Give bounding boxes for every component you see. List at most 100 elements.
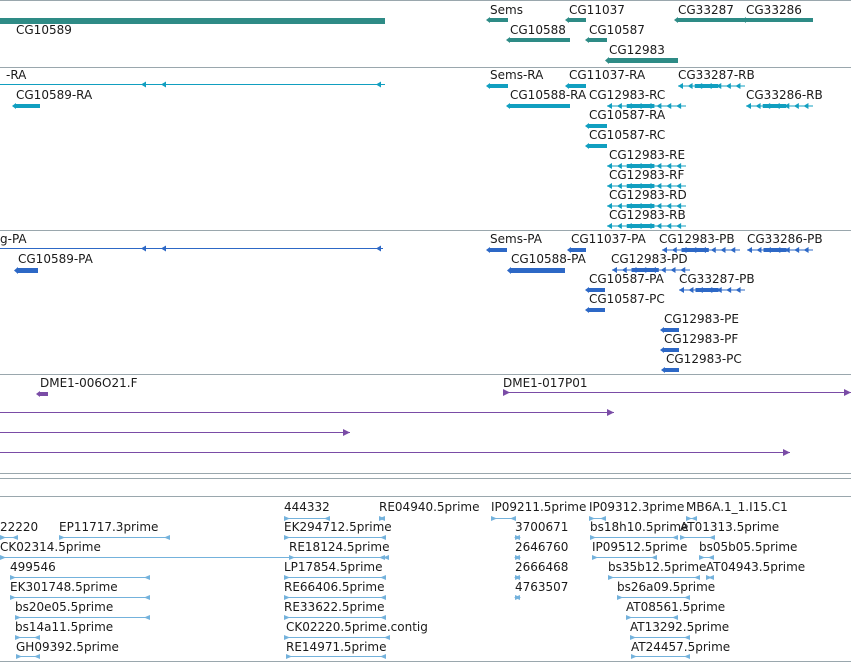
transcripts-feature-glyph[interactable] (486, 83, 508, 89)
clones-feature-glyph[interactable] (503, 389, 851, 396)
proteins-feature-glyph[interactable] (14, 267, 38, 274)
ests-feature-label[interactable]: IP09512.5prime (592, 540, 688, 554)
genes-feature-label[interactable]: CG10589 (16, 23, 72, 37)
ests-feature-glyph[interactable] (16, 654, 40, 659)
ests-feature-label[interactable]: 22220 (0, 520, 39, 534)
proteins-feature-glyph[interactable] (585, 307, 605, 313)
proteins-feature-label[interactable]: CG33287-PB (679, 272, 755, 286)
genes-feature-label[interactable]: CG10588 (510, 23, 566, 37)
proteins-feature-label[interactable]: CG10587-PC (589, 292, 665, 306)
transcripts-feature-label[interactable]: CG10587-RC (589, 128, 666, 142)
transcripts-feature-glyph[interactable] (0, 81, 385, 88)
ests-feature-label[interactable]: EK294712.5prime (284, 520, 392, 534)
transcripts-feature-label[interactable]: CG12983-RF (609, 168, 685, 182)
ests-feature-label[interactable]: 4763507 (515, 580, 569, 594)
ests-feature-label[interactable]: 3700671 (515, 520, 569, 534)
transcripts-feature-label[interactable]: CG33286-RB (746, 88, 823, 102)
proteins-feature-label[interactable]: Sems-PA (490, 232, 542, 246)
transcripts-feature-glyph[interactable] (12, 103, 40, 109)
ests-feature-label[interactable]: LP17854.5prime (284, 560, 383, 574)
ests-feature-label[interactable]: 499546 (10, 560, 56, 574)
proteins-feature-label[interactable]: CG10589-PA (18, 252, 93, 266)
transcripts-feature-label[interactable]: CG33287-RB (678, 68, 755, 82)
transcripts-feature-label[interactable]: CG12983-RC (589, 88, 666, 102)
ests-feature-label[interactable]: bs14a11.5prime (15, 620, 114, 634)
proteins-feature-glyph[interactable] (679, 287, 745, 293)
transcripts-feature-glyph[interactable] (678, 83, 745, 89)
ests-feature-label[interactable]: bs20e05.5prime (15, 600, 114, 614)
proteins-feature-label[interactable]: CG33286-PB (747, 232, 823, 246)
transcripts-feature-label[interactable]: CG10587-RA (589, 108, 666, 122)
proteins-feature-label[interactable]: CG12983-PB (659, 232, 735, 246)
genes-feature-label[interactable]: Sems (490, 3, 523, 17)
ests-feature-label[interactable]: EK301748.5prime (10, 580, 118, 594)
ests-feature-label[interactable]: RE66406.5prime (284, 580, 385, 594)
transcripts-feature-glyph[interactable] (746, 103, 813, 109)
ests-feature-label[interactable]: RE04940.5prime (379, 500, 480, 514)
ests-feature-label[interactable]: RE14971.5prime (286, 640, 387, 654)
transcripts-feature-label[interactable]: CG12983-RD (609, 188, 687, 202)
proteins-feature-label[interactable]: CG12983-PD (611, 252, 688, 266)
proteins-feature-glyph[interactable] (0, 245, 383, 252)
ests-feature-label[interactable]: GH09392.5prime (16, 640, 119, 654)
ests-feature-label[interactable]: 2646760 (515, 540, 569, 554)
ests-feature-label[interactable]: IP09312.3prime (589, 500, 685, 514)
ests-feature-label[interactable]: AT13292.5prime (630, 620, 730, 634)
genes-feature-glyph[interactable] (674, 17, 746, 23)
ests-feature-label[interactable]: CK02220.5prime.contig (286, 620, 428, 634)
ests-feature-label[interactable]: AT08561.5prime (626, 600, 726, 614)
ests-feature-label[interactable]: AT24457.5prime (631, 640, 731, 654)
ests-feature-label[interactable]: AT04943.5prime (706, 560, 806, 574)
proteins-feature-label[interactable]: CG10588-PA (511, 252, 586, 266)
genes-feature-label[interactable]: CG33287 (678, 3, 734, 17)
clones-feature-glyph[interactable] (0, 429, 350, 436)
ests-feature-label[interactable]: RE33622.5prime (284, 600, 385, 614)
ests-feature-label[interactable]: IP09211.5prime (491, 500, 587, 514)
ests-feature-label[interactable]: bs18h10.5prime (590, 520, 689, 534)
genes-feature-label[interactable]: CG11037 (569, 3, 625, 17)
proteins-feature-label[interactable]: CG12983-PC (666, 352, 742, 366)
proteins-feature-label[interactable]: CG12983-PE (664, 312, 739, 326)
transcripts-feature-label[interactable]: CG11037-RA (569, 68, 646, 82)
clones-feature-glyph[interactable] (0, 409, 614, 416)
proteins-feature-glyph[interactable] (661, 367, 679, 373)
genes-feature-label[interactable]: CG12983 (609, 43, 665, 57)
ests-feature-label[interactable]: CK02314.5prime (0, 540, 101, 554)
ests-feature-label[interactable]: bs35b12.5prime (608, 560, 707, 574)
ests-feature-label[interactable]: 2666468 (515, 560, 569, 574)
ests-feature-label[interactable]: MB6A.1_1.I15.C1 (686, 500, 788, 514)
proteins-feature-label[interactable]: CG12983-PF (664, 332, 739, 346)
proteins-feature-glyph[interactable] (747, 247, 813, 253)
clones-feature-glyph[interactable] (36, 391, 48, 397)
proteins-feature-glyph[interactable] (507, 267, 565, 274)
ests-feature-label[interactable]: EP11717.3prime (59, 520, 159, 534)
clones-feature-label[interactable]: DME1-017P01 (503, 376, 588, 390)
proteins-feature-label[interactable]: CG10587-PA (589, 272, 664, 286)
ests-feature-label[interactable]: RE18124.5prime (289, 540, 390, 554)
genes-feature-label[interactable]: CG33286 (746, 3, 802, 17)
clones-feature-glyph[interactable] (0, 449, 790, 456)
genes-feature-glyph[interactable] (742, 17, 813, 23)
proteins-feature-glyph[interactable] (486, 247, 507, 253)
transcripts-feature-label[interactable]: CG10589-RA (16, 88, 93, 102)
transcripts-feature-glyph[interactable] (506, 103, 570, 109)
genes-feature-glyph[interactable] (565, 17, 586, 23)
ests-feature-glyph[interactable] (514, 595, 521, 600)
genes-feature-label[interactable]: CG10587 (589, 23, 645, 37)
ests-feature-label[interactable]: AT01313.5prime (680, 520, 780, 534)
ests-feature-glyph[interactable] (286, 654, 386, 659)
genes-feature-glyph[interactable] (506, 37, 570, 43)
clones-feature-label[interactable]: DME1-006O21.F (40, 376, 138, 390)
transcripts-feature-label[interactable]: CG12983-RE (609, 148, 686, 162)
transcripts-feature-label[interactable]: CG10588-RA (510, 88, 587, 102)
genes-feature-glyph[interactable] (585, 37, 607, 43)
ests-feature-label[interactable]: bs26a09.5prime (617, 580, 716, 594)
ests-feature-label[interactable]: bs05b05.5prime (699, 540, 798, 554)
ests-feature-glyph[interactable] (491, 516, 516, 521)
proteins-feature-label[interactable]: CG11037-PA (571, 232, 646, 246)
ests-feature-glyph[interactable] (631, 654, 690, 659)
transcripts-feature-glyph[interactable] (607, 223, 686, 229)
genes-feature-glyph[interactable] (486, 17, 508, 23)
ests-feature-label[interactable]: 444332 (284, 500, 330, 514)
